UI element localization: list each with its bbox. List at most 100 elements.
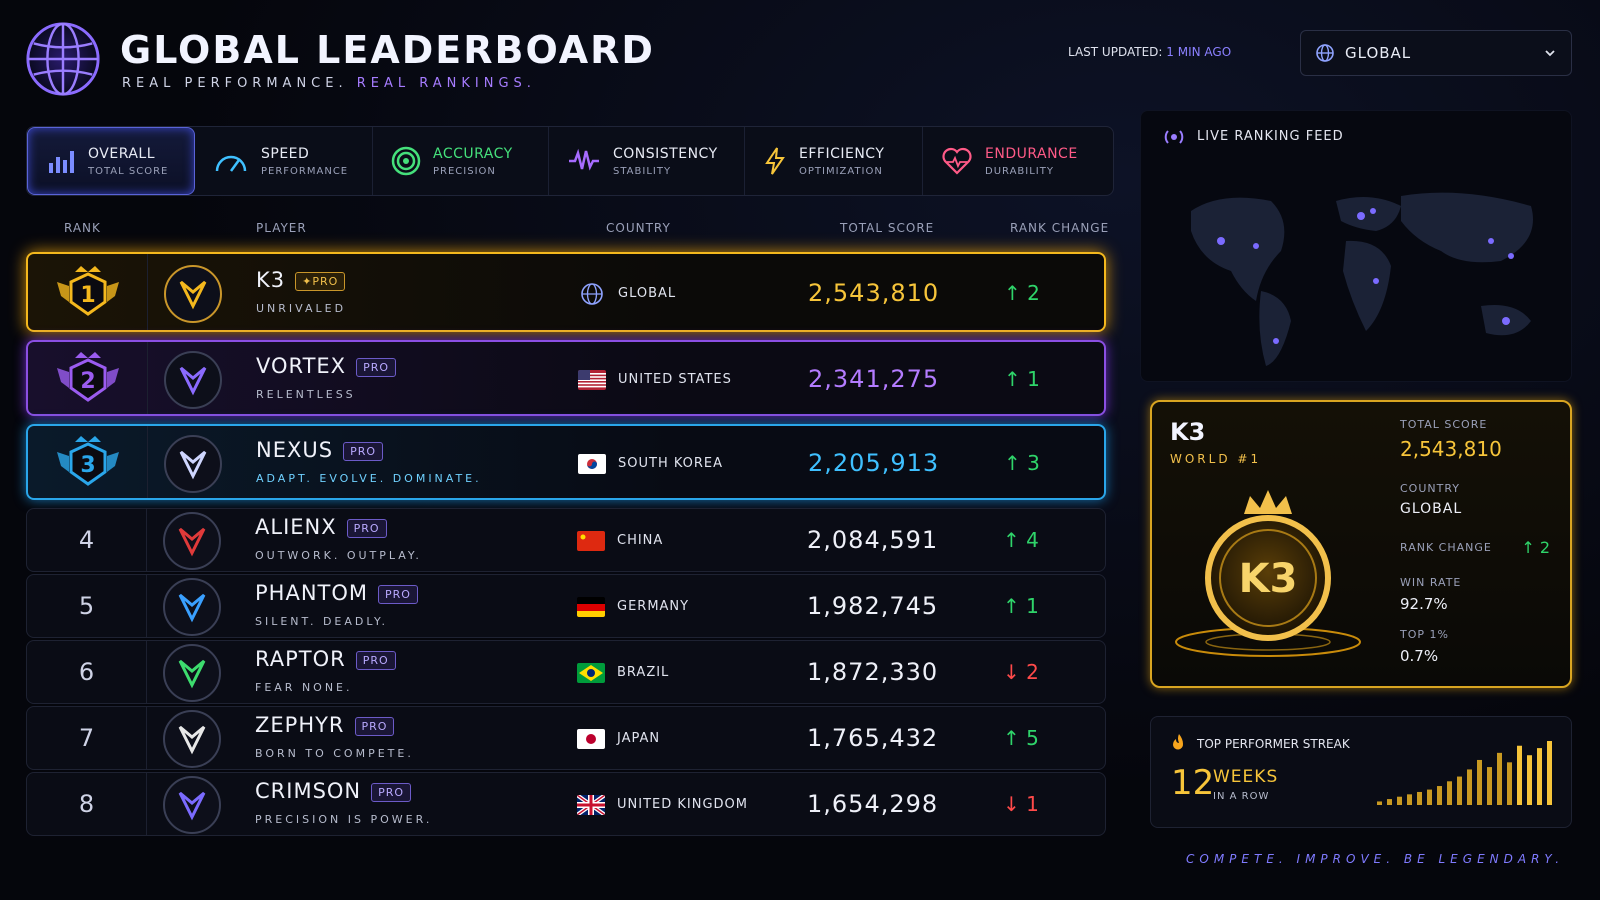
streak-bar	[1437, 786, 1442, 805]
svg-text:3: 3	[80, 453, 95, 478]
arrow-up-icon: ↑	[1004, 281, 1021, 305]
country-flag-icon	[577, 729, 605, 749]
country-name: SOUTH KOREA	[618, 456, 724, 471]
rank-change: ↑ 4	[1003, 528, 1039, 552]
player-tagline: PRECISION IS POWER.	[255, 813, 433, 826]
arrow-up-icon: ↑	[1003, 528, 1020, 552]
target-icon	[391, 146, 421, 176]
player-name: K3 ✦PRO	[256, 268, 346, 292]
player-logo-icon	[178, 659, 206, 689]
pro-badge: PRO	[343, 441, 384, 461]
broadcast-icon	[1164, 130, 1184, 144]
country-flag-icon	[578, 370, 606, 390]
leaderboard-row[interactable]: 4 ALIENX PRO OUTWORK. OUTPLAY. CHINA 2,08…	[26, 508, 1106, 572]
country-name: CHINA	[617, 533, 664, 548]
leaderboard-row[interactable]: 1 K3 ✦PRO UNRIVALED GLOBAL 2,543,810 ↑ 2	[26, 252, 1106, 332]
player-tagline: UNRIVALED	[256, 302, 347, 315]
champion-card: K3 WORLD #1 K3 TOTAL SCORE 2,543,810 COU…	[1150, 400, 1572, 688]
player-name: RAPTOR PRO	[255, 647, 396, 671]
col-header-score: TOTAL SCORE	[840, 221, 935, 235]
total-score: 2,341,275	[808, 365, 940, 393]
live-ranking-feed: LIVE RANKING FEED	[1140, 110, 1572, 382]
champion-country: GLOBAL	[1400, 501, 1463, 517]
player-logo-icon	[179, 280, 207, 310]
rank-number: 7	[78, 724, 95, 752]
tab-overall[interactable]: OVERALL TOTAL SCORE	[27, 127, 195, 195]
rank-number: 4	[78, 526, 95, 554]
svg-text:K3: K3	[1239, 556, 1298, 602]
country-name: GLOBAL	[618, 286, 677, 301]
page-title: GLOBAL LEADERBOARD	[120, 28, 655, 72]
player-avatar	[164, 265, 222, 323]
arrow-down-icon: ↓	[1003, 792, 1020, 816]
pro-badge: ✦PRO	[295, 271, 346, 291]
player-tagline: ADAPT. EVOLVE. DOMINATE.	[256, 472, 482, 485]
pro-badge: PRO	[346, 518, 387, 538]
streak-bar	[1397, 796, 1402, 805]
svg-text:2: 2	[80, 369, 95, 394]
tab-efficiency[interactable]: EFFICIENCY OPTIMIZATION	[745, 127, 923, 195]
rank-change: ↑ 5	[1003, 726, 1039, 750]
player-avatar	[163, 710, 221, 768]
player-tagline: RELENTLESS	[256, 388, 356, 401]
player-avatar	[164, 351, 222, 409]
rank-cell: 7	[27, 707, 147, 769]
player-avatar	[163, 578, 221, 636]
page-subtitle: REAL PERFORMANCE. REAL RANKINGS.	[122, 76, 536, 91]
pro-badge: PRO	[355, 650, 396, 670]
player-name: ZEPHYR PRO	[255, 713, 395, 737]
champion-badge: K3	[1175, 490, 1361, 657]
tab-endurance[interactable]: ENDURANCE DURABILITY	[923, 127, 1113, 195]
streak-value: 12	[1171, 763, 1215, 803]
col-header-player: PLAYER	[256, 221, 307, 235]
rank-cell: 2	[28, 342, 148, 414]
tab-consistency[interactable]: CONSISTENCY STABILITY	[549, 127, 745, 195]
rank-medal-icon: 3	[56, 436, 119, 486]
rank-change: ↓ 1	[1003, 792, 1039, 816]
tab-speed[interactable]: SPEED PERFORMANCE	[195, 127, 373, 195]
leaderboard-row[interactable]: 6 RAPTOR PRO FEAR NONE. BRAZIL 1,872,330 …	[26, 640, 1106, 704]
streak-bar	[1547, 741, 1552, 805]
streak-bar	[1387, 799, 1392, 805]
rank-cell: 4	[27, 509, 147, 571]
country-name: GERMANY	[617, 599, 690, 614]
player-logo-icon	[178, 791, 206, 821]
arrow-up-icon: ↑	[1003, 594, 1020, 618]
total-score: 1,765,432	[807, 724, 939, 752]
leaderboard-row[interactable]: 8 CRIMSON PRO PRECISION IS POWER. UNITED …	[26, 772, 1106, 836]
leaderboard-row[interactable]: 3 NEXUS PRO ADAPT. EVOLVE. DOMINATE. SOUT…	[26, 424, 1106, 500]
total-score: 1,872,330	[807, 658, 939, 686]
tab-accuracy[interactable]: ACCURACY PRECISION	[373, 127, 549, 195]
player-name: ALIENX PRO	[255, 515, 387, 539]
pro-badge: PRO	[356, 357, 397, 377]
pro-badge: PRO	[354, 716, 395, 736]
streak-bar	[1427, 789, 1432, 805]
champion-top-percent: 0.7%	[1400, 647, 1439, 665]
last-updated: LAST UPDATED: 1 MIN AGO	[1068, 45, 1232, 59]
heart-pulse-icon	[942, 147, 972, 175]
total-score: 1,654,298	[807, 790, 939, 818]
rank-change: ↑ 1	[1003, 594, 1039, 618]
region-select-value: GLOBAL	[1345, 44, 1412, 62]
country-flag-icon	[577, 597, 605, 617]
rank-number: 8	[78, 790, 95, 818]
rank-cell: 8	[27, 773, 147, 835]
country-name: UNITED STATES	[618, 372, 732, 387]
arrow-up-icon: ↑	[1004, 451, 1021, 475]
leaderboard-row[interactable]: 7 ZEPHYR PRO BORN TO COMPETE. JAPAN 1,765…	[26, 706, 1106, 770]
country-flag-icon	[578, 454, 606, 474]
chevron-down-icon	[1545, 50, 1555, 57]
leaderboard-row[interactable]: 2 VORTEX PRO RELENTLESS UNITED STATES 2,3…	[26, 340, 1106, 416]
streak-bar	[1407, 794, 1412, 805]
waveform-icon	[569, 148, 599, 171]
arrow-up-icon: ↑	[1004, 367, 1021, 391]
champion-win-rate: 92.7%	[1400, 595, 1448, 613]
player-name: VORTEX PRO	[256, 354, 397, 378]
col-header-country: COUNTRY	[606, 221, 671, 235]
leaderboard-row[interactable]: 5 PHANTOM PRO SILENT. DEADLY. GERMANY 1,9…	[26, 574, 1106, 638]
player-tagline: OUTWORK. OUTPLAY.	[255, 549, 422, 562]
player-avatar	[163, 776, 221, 834]
player-logo-icon	[179, 450, 207, 480]
region-select[interactable]: GLOBAL	[1300, 30, 1572, 76]
rank-change: ↑ 3	[1004, 451, 1040, 475]
